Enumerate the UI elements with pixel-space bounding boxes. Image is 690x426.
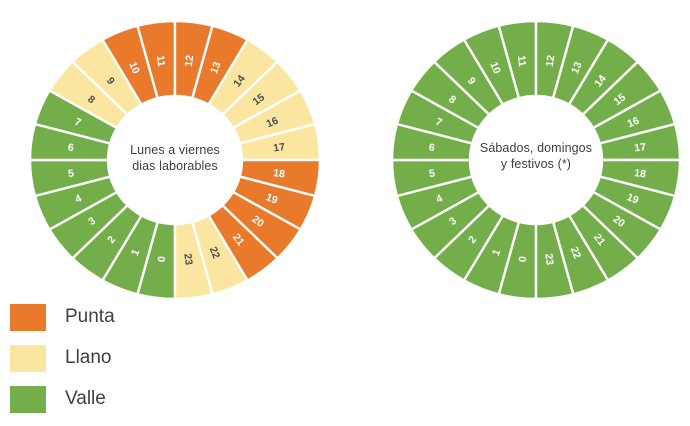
hour-label-11: 11 — [154, 55, 167, 68]
hour-label-17: 17 — [634, 141, 647, 154]
hour-label-5: 5 — [67, 167, 75, 180]
legend-label-punta: Punta — [65, 306, 115, 327]
hour-label-16: 16 — [265, 115, 281, 131]
hour-label-7: 7 — [73, 116, 83, 129]
hour-label-13: 13 — [208, 60, 224, 76]
hour-label-0: 0 — [517, 255, 530, 263]
hour-label-16: 16 — [626, 115, 642, 131]
legend: Punta Llano Valle — [10, 303, 115, 426]
weekday-center-label-line2: dias laborables — [132, 159, 218, 173]
hour-label-22: 22 — [207, 245, 223, 261]
hour-segment-23-valle — [534, 220, 575, 301]
legend-item-llano: Llano — [10, 344, 115, 372]
valle-color-swatch — [10, 385, 46, 413]
weekday-center-label-line1: Lunes a viernes — [130, 143, 220, 157]
hour-label-17: 17 — [273, 141, 286, 154]
hour-label-5: 5 — [428, 167, 436, 180]
weekend-center-label: Sábados, domingos y festivos (*) — [451, 140, 621, 172]
hour-label-6: 6 — [428, 141, 436, 154]
hour-label-10: 10 — [487, 60, 503, 76]
hour-label-11: 11 — [515, 55, 528, 68]
hour-label-1: 1 — [490, 248, 503, 258]
hour-label-18: 18 — [272, 167, 285, 180]
legend-item-punta: Punta — [10, 303, 115, 331]
hour-label-23: 23 — [542, 253, 555, 266]
hour-label-4: 4 — [434, 192, 444, 205]
hour-label-18: 18 — [633, 167, 646, 180]
hour-label-1: 1 — [129, 248, 142, 258]
legend-label-valle: Valle — [65, 388, 106, 409]
hour-label-19: 19 — [625, 191, 641, 207]
hour-label-4: 4 — [73, 192, 83, 205]
hour-label-7: 7 — [434, 116, 444, 129]
llano-color-swatch — [10, 344, 46, 372]
hour-segment-23-llano — [173, 220, 215, 301]
weekend-center-label-line1: Sábados, domingos — [479, 141, 593, 155]
weekday-center-label: Lunes a viernes dias laborables — [90, 142, 260, 174]
hour-label-19: 19 — [264, 191, 280, 207]
weekend-center-label-line2: y festivos (*) — [500, 157, 572, 171]
hour-label-10: 10 — [126, 60, 142, 76]
hour-label-12: 12 — [183, 54, 196, 67]
hour-label-13: 13 — [569, 60, 585, 76]
punta-color-swatch — [10, 303, 46, 331]
legend-item-valle: Valle — [10, 385, 115, 413]
hour-label-22: 22 — [568, 245, 584, 261]
legend-label-llano: Llano — [65, 347, 112, 368]
hour-label-0: 0 — [156, 255, 169, 263]
hour-label-12: 12 — [544, 54, 557, 67]
hour-label-6: 6 — [67, 141, 75, 154]
hour-label-23: 23 — [181, 253, 194, 266]
